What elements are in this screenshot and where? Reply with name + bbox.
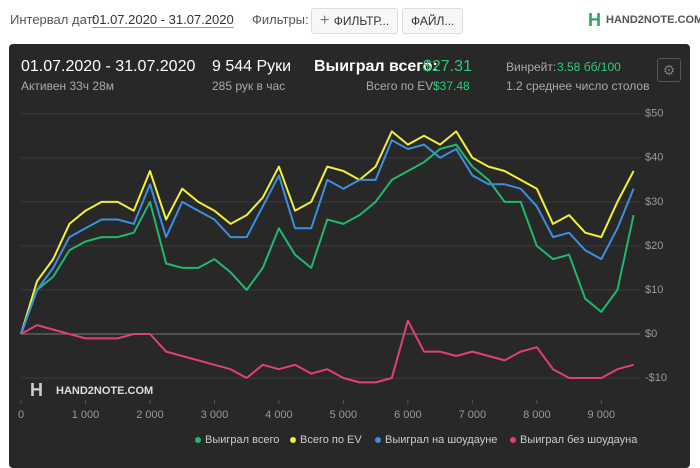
- x-tick-label: 8 000: [523, 409, 551, 421]
- legend-label: Выиграл на шоудауне: [385, 434, 497, 446]
- series-line: [20, 139, 635, 335]
- x-tick-label: 9 000: [588, 409, 616, 421]
- filter-button[interactable]: + ФИЛЬТР...: [311, 8, 399, 34]
- y-tick-label: $10: [645, 284, 663, 296]
- series-line: [20, 143, 635, 335]
- ev-value: $37.48: [433, 79, 470, 93]
- ev-label: Всего по EV:: [366, 79, 437, 93]
- watermark: HAND2NOTE.COM: [56, 385, 153, 397]
- winrate-value: 3.58 бб/100: [557, 60, 621, 74]
- won-value: $27.31: [423, 58, 472, 75]
- period: 01.07.2020 - 31.07.2020: [21, 58, 196, 75]
- x-tick-label: 4 000: [265, 409, 293, 421]
- x-tick-label: 3 000: [201, 409, 229, 421]
- filters-label: Фильтры:: [252, 12, 309, 27]
- panel: 01.07.2020 - 31.07.2020 Активен 33ч 28м …: [9, 44, 690, 468]
- tables: 1.2 среднее число столов: [506, 79, 650, 93]
- x-tick-label: 2 000: [136, 409, 164, 421]
- legend-label: Всего по EV: [300, 434, 362, 446]
- winrate-label: Винрейт:: [506, 60, 557, 74]
- legend-marker: [375, 437, 381, 443]
- y-tick-label: $40: [645, 152, 663, 164]
- date-label: Интервал дат:: [10, 12, 97, 27]
- filter-button-text: ФИЛЬТР...: [333, 14, 390, 28]
- y-tick-label: $50: [645, 108, 663, 120]
- x-tick-label: 7 000: [459, 409, 487, 421]
- y-tick-label: -$10: [645, 372, 667, 384]
- x-tick-label: 6 000: [394, 409, 422, 421]
- legend-label: Выиграл всего: [205, 434, 279, 446]
- logo: HAND2NOTE.COM: [606, 14, 700, 26]
- date-picker[interactable]: 01.07.2020 - 31.07.2020: [92, 12, 234, 28]
- legend-marker: [290, 437, 296, 443]
- watermark-icon: H: [30, 380, 43, 400]
- series-line: [20, 319, 634, 384]
- hands-per-hour: 285 рук в час: [212, 79, 286, 93]
- y-tick-label: $30: [645, 196, 663, 208]
- won-label: Выиграл всего:: [314, 58, 438, 75]
- legend-marker: [510, 437, 516, 443]
- file-button[interactable]: ФАЙЛ...: [402, 8, 464, 34]
- x-tick-label: 0: [18, 409, 24, 421]
- settings-button[interactable]: ⚙: [657, 58, 681, 82]
- legend-marker: [195, 437, 201, 443]
- y-tick-label: $20: [645, 240, 663, 252]
- legend-label: Выиграл без шоудауна: [520, 434, 638, 446]
- x-tick-label: 1 000: [72, 409, 100, 421]
- x-tick-label: 5 000: [330, 409, 358, 421]
- y-tick-label: $0: [645, 328, 657, 340]
- series-line: [20, 130, 635, 335]
- active: Активен 33ч 28м: [21, 79, 114, 93]
- hands: 9 544 Руки: [212, 58, 292, 75]
- logo-icon: H: [588, 10, 601, 30]
